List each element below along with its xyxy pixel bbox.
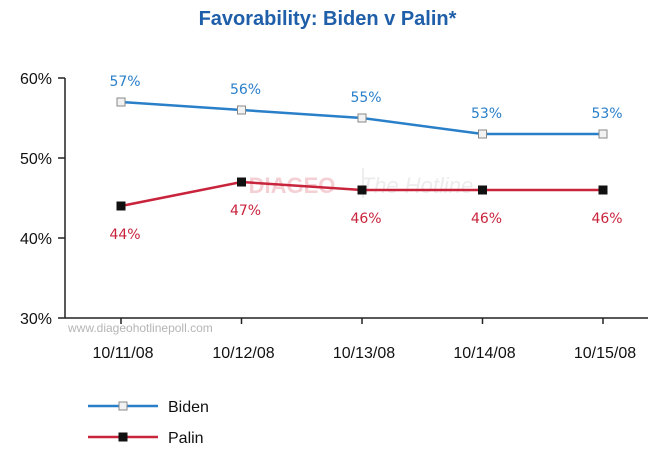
y-tick-label: 50% xyxy=(20,151,52,168)
data-label-palin: 46% xyxy=(350,211,381,227)
legend: Biden Palin xyxy=(88,399,209,447)
series-layer: 57% 56% 55% 53% 53% 44% 47% 46% 46% 46% xyxy=(109,74,622,243)
axes xyxy=(64,78,648,319)
legend-label-palin: Palin xyxy=(168,430,204,447)
data-label-biden: 56% xyxy=(230,82,261,98)
data-label-biden: 53% xyxy=(591,106,622,122)
data-point-palin xyxy=(598,185,608,195)
x-tick-label: 10/15/08 xyxy=(574,345,636,362)
data-point-biden xyxy=(598,129,608,139)
watermark-paper: The Hotline xyxy=(361,173,474,198)
legend-marker-biden xyxy=(118,401,128,411)
x-tick-label: 10/12/08 xyxy=(212,345,274,362)
legend-label-biden: Biden xyxy=(168,399,209,416)
data-point-biden xyxy=(357,113,367,123)
series-palin: 44% 47% 46% 46% 46% xyxy=(109,177,623,243)
data-label-palin: 46% xyxy=(591,211,622,227)
y-tick-label: 40% xyxy=(20,231,52,248)
data-point-palin xyxy=(237,177,246,187)
data-label-palin: 46% xyxy=(471,211,502,227)
data-point-biden xyxy=(478,129,487,139)
data-label-biden: 57% xyxy=(109,74,140,90)
data-label-palin: 47% xyxy=(230,203,261,219)
data-label-palin: 44% xyxy=(109,227,140,243)
x-axis-ticks: 10/11/08 10/12/08 10/13/08 10/14/08 10/15/08 xyxy=(92,318,636,362)
chart-title: Favorability: Biden v Palin* xyxy=(198,8,457,30)
y-axis-ticks: 30% 40% 50% 60% xyxy=(20,71,65,328)
data-label-biden: 53% xyxy=(471,106,502,122)
data-point-biden xyxy=(116,97,126,107)
x-tick-label: 10/13/08 xyxy=(333,345,395,362)
legend-item-biden: Biden xyxy=(88,399,209,416)
y-tick-label: 60% xyxy=(20,71,52,88)
data-label-biden: 55% xyxy=(350,90,381,106)
data-point-palin xyxy=(116,201,126,211)
watermark-url: www.diageohotlinepoll.com xyxy=(67,321,213,335)
data-point-biden xyxy=(237,105,246,115)
y-tick-label: 30% xyxy=(20,311,52,328)
data-point-palin xyxy=(357,185,367,195)
data-point-palin xyxy=(478,185,487,195)
legend-item-palin: Palin xyxy=(88,430,204,447)
legend-marker-palin xyxy=(118,432,128,442)
watermark: DIAGEO The Hotlinewww.diageohotlinepoll.c… xyxy=(67,168,473,335)
series-biden: 57% 56% 55% 53% 53% xyxy=(109,74,623,139)
x-tick-label: 10/14/08 xyxy=(453,345,515,362)
x-tick-label: 10/11/08 xyxy=(92,345,153,362)
